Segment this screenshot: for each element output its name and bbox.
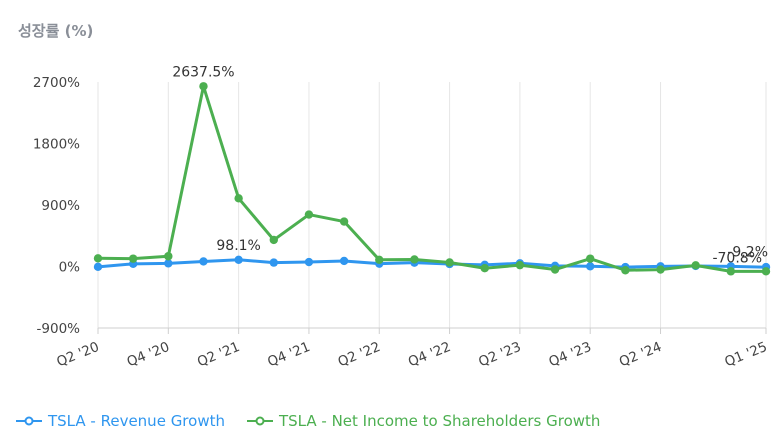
x-tick-label: Q4 '23 <box>547 339 594 370</box>
data-point <box>269 235 278 245</box>
data-point <box>93 262 103 272</box>
y-tick-label: 900% <box>41 198 80 214</box>
data-point <box>339 217 349 226</box>
data-point <box>339 256 349 266</box>
data-point <box>550 265 560 274</box>
data-point <box>621 266 630 275</box>
data-point <box>128 254 138 263</box>
data-point <box>164 252 173 261</box>
x-tick-label: Q2 '20 <box>54 339 101 370</box>
data-point <box>375 255 384 265</box>
y-axis-title: 성장률 (%) <box>18 22 94 40</box>
series-line-1 <box>97 84 767 273</box>
data-point <box>164 259 173 268</box>
data-point <box>656 265 665 274</box>
legend-revenue-label: TSLA - Revenue Growth <box>48 412 225 430</box>
data-point <box>234 194 243 203</box>
data-point <box>761 267 771 276</box>
data-label: -70.8% <box>712 251 762 267</box>
data-point <box>445 258 454 267</box>
data-point <box>480 264 489 273</box>
legend-net-income-label: TSLA - Net Income to Shareholders Growth <box>278 412 601 430</box>
data-point <box>199 82 208 91</box>
x-tick-label: Q2 '23 <box>476 339 523 370</box>
x-tick-label: Q2 '24 <box>617 339 664 370</box>
x-tick-label: Q2 '21 <box>195 339 242 370</box>
data-point <box>586 262 595 271</box>
data-point <box>234 255 243 264</box>
x-tick-label: Q2 '22 <box>336 339 383 370</box>
x-tick-label: Q4 '22 <box>406 339 453 370</box>
y-tick-label: -900% <box>37 321 81 337</box>
legend: TSLA - Revenue Growth TSLA - Net Income … <box>16 412 600 430</box>
data-point <box>199 257 208 266</box>
x-tick-label: Q1 '25 <box>722 339 769 370</box>
data-point <box>726 267 736 276</box>
data-point <box>410 255 419 264</box>
data-label: -9.2% <box>727 245 768 261</box>
data-point <box>304 210 314 219</box>
y-tick-label: 0% <box>59 260 81 276</box>
legend-item-revenue-growth[interactable]: TSLA - Revenue Growth <box>16 412 225 430</box>
data-point <box>515 260 525 270</box>
data-point <box>586 254 595 263</box>
data-point <box>691 261 700 270</box>
data-label: 2637.5% <box>172 64 234 80</box>
legend-net-income-marker-icon <box>246 416 273 426</box>
data-point <box>269 258 278 267</box>
y-tick-label: 2700% <box>33 75 80 91</box>
data-label: 98.1% <box>216 238 260 254</box>
x-tick-label: Q4 '20 <box>125 339 172 370</box>
data-point <box>304 257 314 267</box>
x-tick-label: Q4 '21 <box>265 339 312 370</box>
y-tick-label: 1800% <box>33 137 80 153</box>
series-line-0 <box>97 258 767 269</box>
data-point <box>93 254 103 263</box>
legend-revenue-marker-icon <box>16 416 42 426</box>
legend-item-net-income-growth[interactable]: TSLA - Net Income to Shareholders Growth <box>246 412 601 430</box>
